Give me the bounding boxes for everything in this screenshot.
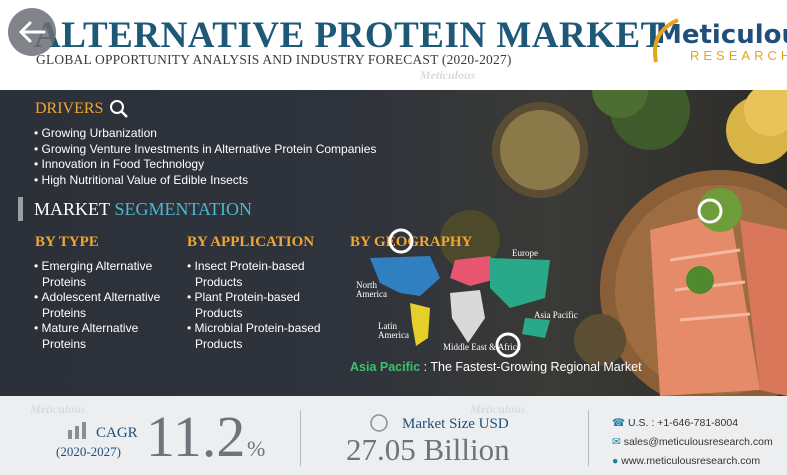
list-item: Innovation in Food Technology (34, 157, 454, 173)
search-icon (110, 100, 128, 118)
market-size-label: Market Size USD (402, 416, 509, 432)
type-heading: BY TYPE (35, 234, 99, 250)
phone-text: U.S. : +1-646-781-8004 (628, 417, 739, 429)
highlight: Asia Pacific : The Fastest-Growing Regio… (350, 360, 642, 374)
cagr-unit: % (247, 436, 266, 461)
footer (0, 396, 787, 475)
heading-part: SEGMENTATION (114, 199, 253, 219)
region-label: North America (356, 280, 387, 299)
cagr-label: CAGR (96, 425, 138, 441)
region-label: Asia Pacific (534, 310, 578, 320)
food-photo (440, 90, 787, 396)
world-map (370, 256, 550, 346)
hotspot[interactable] (697, 198, 723, 224)
list-item: Microbial Protein-based Products (187, 321, 347, 352)
cagr-value: 11.2 (146, 404, 246, 469)
list-item: Insect Protein-based Products (187, 259, 347, 290)
type-list: Emerging Alternative ProteinsAdolescent … (34, 259, 184, 352)
drivers-heading: DRIVERS (35, 100, 104, 117)
divider (300, 410, 301, 466)
region-label: Latin America (378, 321, 409, 340)
section-bar (18, 197, 23, 221)
list-item: Mature Alternative Proteins (34, 321, 184, 352)
application-list: Insect Protein-based ProductsPlant Prote… (187, 259, 347, 352)
logo-mark (653, 18, 679, 63)
region-label: Middle East & Africa (443, 342, 521, 352)
application-heading: BY APPLICATION (187, 234, 315, 250)
highlight-region: Asia Pacific (350, 360, 421, 374)
logo-tagline: RESEARCH (690, 48, 787, 63)
subtitle: GLOBAL OPPORTUNITY ANALYSIS AND INDUSTRY… (36, 52, 512, 67)
heading-part: MARKET (34, 199, 110, 219)
cagr-period: (2020-2027) (56, 444, 121, 459)
website-text: www.meticulousresearch.com (621, 455, 761, 467)
money-icon (370, 414, 388, 432)
email-text: sales@meticulousresearch.com (623, 436, 773, 448)
email: ✉ sales@meticulousresearch.com (612, 436, 773, 448)
logo-name: Meticulous (656, 20, 787, 50)
region-label: Europe (512, 248, 538, 258)
list-item: Adolescent Alternative Proteins (34, 290, 184, 321)
phone: ☎ U.S. : +1-646-781-8004 (612, 417, 739, 429)
watermark: Meticulous (30, 402, 86, 416)
list-item: Growing Venture Investments in Alternati… (34, 142, 454, 158)
segmentation-heading: MARKET SEGMENTATION (34, 199, 252, 220)
list-item: Growing Urbanization (34, 126, 454, 142)
market-size-value: 27.05 Billion (346, 432, 510, 467)
list-item: Emerging Alternative Proteins (34, 259, 184, 290)
title: ALTERNATIVE PROTEIN MARKET (34, 15, 666, 56)
contacts: ☎ U.S. : +1-646-781-8004 ✉ sales@meticul… (612, 414, 773, 471)
watermark: Meticulous (470, 402, 526, 416)
list-item: Plant Protein-based Products (187, 290, 347, 321)
chart-icon (68, 422, 86, 439)
website: ● www.meticulousresearch.com (612, 455, 761, 467)
watermark: Meticulous (420, 68, 476, 82)
drivers-list: Growing UrbanizationGrowing Venture Inve… (34, 126, 454, 188)
hotspot[interactable] (388, 228, 414, 254)
hotspot[interactable] (495, 332, 521, 358)
highlight-text: : The Fastest-Growing Regional Market (420, 360, 642, 374)
divider (588, 410, 589, 466)
back-button[interactable] (8, 8, 56, 56)
list-item: High Nutritional Value of Edible Insects (34, 173, 454, 189)
